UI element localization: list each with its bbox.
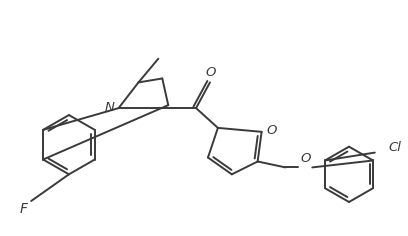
Text: F: F xyxy=(19,202,27,216)
Text: Cl: Cl xyxy=(389,141,401,154)
Text: O: O xyxy=(206,66,216,79)
Text: N: N xyxy=(105,101,115,114)
Text: O: O xyxy=(266,124,277,137)
Text: O: O xyxy=(300,152,310,165)
